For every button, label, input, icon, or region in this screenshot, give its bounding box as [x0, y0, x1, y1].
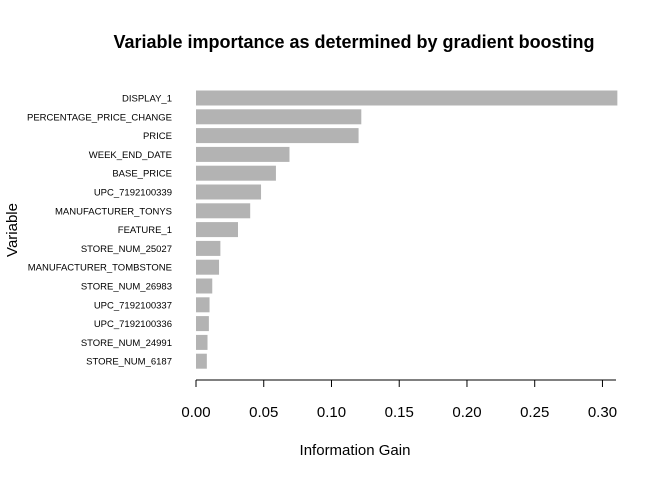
bar-display-1 [196, 90, 618, 106]
x-axis-ticks: 0.00 0.05 0.10 0.15 0.20 0.25 0.30 [181, 380, 617, 421]
x-tick-label: 0.10 [317, 404, 346, 421]
category-label: PERCENTAGE_PRICE_CHANGE [27, 112, 172, 123]
category-label: UPC_7192100337 [94, 300, 172, 311]
category-label: BASE_PRICE [112, 169, 172, 180]
x-axis-label: Information Gain [300, 442, 411, 459]
bar-week-end-date [196, 146, 290, 162]
x-tick-label: 0.15 [385, 404, 414, 421]
category-label: WEEK_END_DATE [89, 150, 172, 161]
bar-upc-7192100337 [196, 297, 210, 313]
category-label: STORE_NUM_24991 [81, 338, 172, 349]
x-tick-label: 0.30 [588, 404, 617, 421]
bar-manufacturer-tombstone [196, 259, 220, 275]
x-tick-label: 0.00 [181, 404, 210, 421]
bar-base-price [196, 165, 276, 181]
x-tick-label: 0.20 [452, 404, 481, 421]
bar-store-num-26983 [196, 278, 213, 294]
bar-store-num-25027 [196, 240, 221, 256]
bar-upc-7192100336 [196, 316, 209, 332]
category-label: MANUFACTURER_TOMBSTONE [28, 263, 172, 274]
category-label: DISPLAY_1 [122, 94, 172, 105]
category-label: FEATURE_1 [118, 225, 172, 236]
x-tick-label: 0.25 [520, 404, 549, 421]
bar-feature-1 [196, 222, 238, 238]
y-axis-label: Variable [4, 203, 21, 257]
bar-percentage-price-change [196, 109, 362, 125]
category-label: MANUFACTURER_TONYS [55, 206, 172, 217]
x-tick-label: 0.05 [249, 404, 278, 421]
bar-store-num-6187 [196, 353, 207, 369]
bars-group [196, 90, 618, 369]
bar-price [196, 128, 359, 144]
category-label: STORE_NUM_26983 [81, 282, 172, 293]
category-label: STORE_NUM_25027 [81, 244, 172, 255]
bar-upc-7192100339 [196, 184, 262, 200]
bar-store-num-24991 [196, 334, 208, 350]
category-labels: DISPLAY_1 PERCENTAGE_PRICE_CHANGE PRICE WEE… [27, 94, 172, 368]
chart-title: Variable importance as determined by gra… [113, 32, 594, 52]
category-label: PRICE [143, 131, 172, 142]
category-label: UPC_7192100336 [94, 319, 172, 330]
category-label: UPC_7192100339 [94, 188, 172, 199]
bar-manufacturer-tonys [196, 203, 251, 219]
category-label: STORE_NUM_6187 [86, 357, 172, 368]
